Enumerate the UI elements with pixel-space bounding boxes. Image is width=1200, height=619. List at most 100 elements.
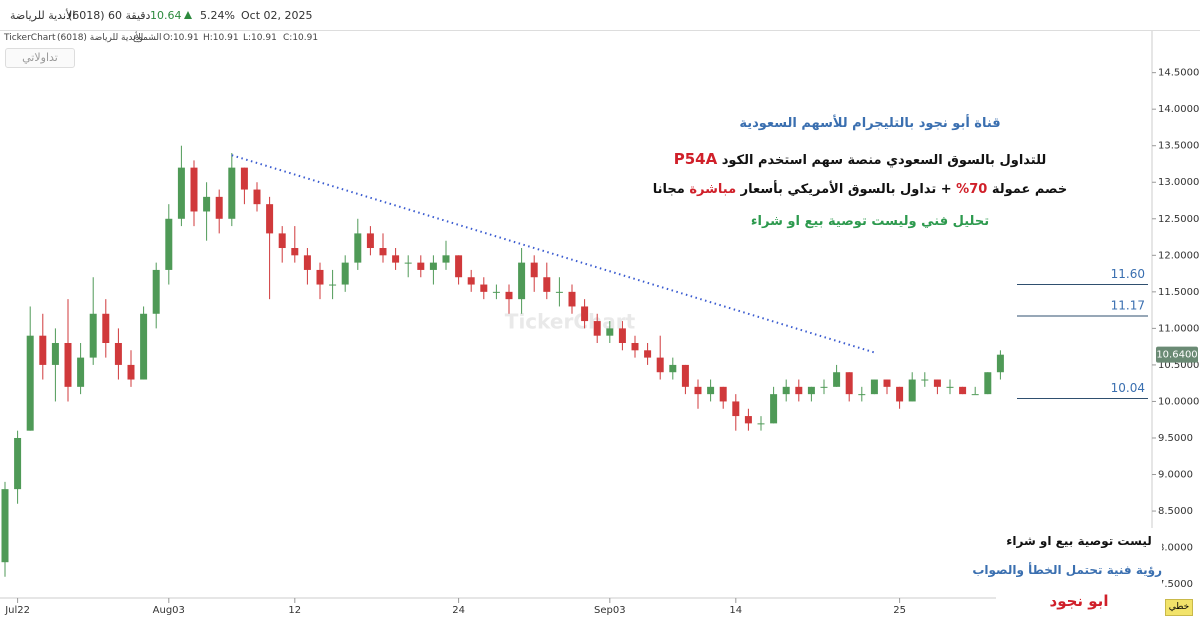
candle-body [316,269,324,285]
disclaimer-box: ليست توصية بيع او شراء رؤية فنية تحتمل ا… [972,528,1162,616]
candle-body [89,313,97,358]
candle-body [782,386,790,395]
x-tick-label: 14 [729,605,742,616]
candle-body [480,284,488,292]
y-tick-label: 11.5000 [1158,287,1199,298]
candle-body [933,379,941,387]
chart-style: الشموع [133,33,162,43]
y-tick-label: 12.0000 [1158,250,1199,261]
stock-code: (6018) [68,9,105,22]
candle-body [996,354,1004,373]
candle-body [228,167,236,219]
candle-body [606,328,614,336]
y-tick-label: 11.0000 [1158,323,1199,334]
candle-body [568,291,576,307]
candle-body [669,364,677,373]
y-tick-label: 9.5000 [1158,433,1193,444]
x-tick-label: 24 [452,605,465,616]
y-tick-label: 8.5000 [1158,506,1193,517]
ohlc-close: C:10.91 [283,33,319,43]
candle-body [114,342,122,365]
candle-body [883,379,891,387]
line-type-button[interactable]: خطي [1165,599,1193,616]
candle-body [404,262,412,264]
candle-body [845,372,853,395]
candle-body [807,386,815,395]
header-bar: الأندية للرياضة (6018) 60 دقيقة 10.64 5.… [0,0,1200,31]
x-tick-label: Jul22 [4,605,30,616]
candle-body [354,233,362,263]
candle-body [618,328,626,343]
disclaimer: ليست توصية بيع او شراء [1006,534,1152,548]
candle-body [127,364,135,380]
candle-body [656,357,664,373]
candle-body [303,255,311,270]
y-tick-label: 10.5000 [1158,360,1199,371]
candle-body [707,386,715,395]
y-tick-label: 14.5000 [1158,68,1199,79]
candle-body [631,342,639,351]
ohlc-high: H:10.91 [203,33,239,43]
y-tick-label: 8.0000 [1158,543,1193,554]
candle-body [896,386,904,402]
y-tick-label: 14.0000 [1158,104,1199,115]
candle-body [64,342,72,387]
x-tick-label: Sep03 [594,605,626,616]
candle-body [870,379,878,395]
segment: مباشرة [689,182,737,197]
candle-body [593,321,601,336]
annotation-line2: للتداول بالسوق السعودي منصة سهم استخدم ا… [650,150,1070,168]
candle-body [203,196,211,212]
level-label: 11.60 [1111,267,1145,281]
candle-body [102,313,110,343]
candle-body [984,372,992,395]
candle-body [429,262,437,270]
candle-body [770,394,778,424]
author: ابو نجود [1049,592,1109,610]
candle-body [833,372,841,387]
date: Oct 02, 2025 [241,9,313,22]
candle-body [858,394,866,396]
up-arrow [184,11,192,19]
candle-body [467,277,475,285]
candle-body [820,386,828,388]
candle-body [77,357,85,387]
annotation-line4: تحليل فني وليست توصية بيع او شراء [750,214,990,229]
candle-body [518,262,526,300]
candle-body [795,386,803,395]
y-tick-label: 7.5000 [1158,579,1193,590]
candle-body [555,291,563,293]
candle-body [417,262,425,270]
segment: خصم عمولة [991,182,1068,197]
candle-body [1,489,9,563]
candle-body [681,364,689,387]
candle-body [51,342,59,365]
candle-body [543,277,551,292]
stock-name: الأندية للرياضة [10,9,76,22]
candle-body [14,437,22,490]
candle-body [39,335,47,365]
candle-body [278,233,286,249]
y-tick-label: 13.0000 [1158,177,1199,188]
candle-body [946,386,954,388]
interval: 60 دقيقة [108,9,151,22]
candle-body [392,255,400,263]
candle-body [152,269,160,314]
candle-body [505,291,513,300]
watermark: TickerChart [505,310,636,334]
price: 10.64 [150,9,182,22]
candle-body [329,284,337,286]
candle-body [442,255,450,263]
level-label: 10.04 [1111,381,1145,395]
annotation-line3: خصم عمولة 70% + تداول بالسوق الأمريكي بأ… [640,182,1080,197]
promo-code: P54A [673,150,718,168]
y-tick-label: 12.5000 [1158,214,1199,225]
y-tick-label: 9.0000 [1158,470,1193,481]
segment: مجانا [652,182,685,197]
candle-body [959,386,967,395]
candle-body [253,189,261,205]
brand-button[interactable]: تداولاتي [5,48,75,68]
last-price-tag [1156,346,1198,363]
y-tick-label: 13.5000 [1158,141,1199,152]
